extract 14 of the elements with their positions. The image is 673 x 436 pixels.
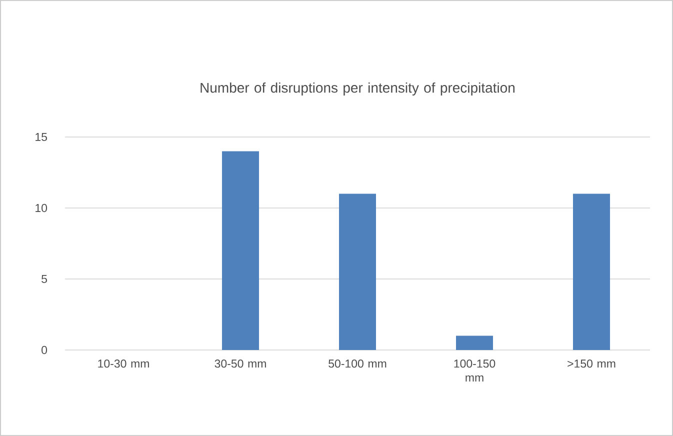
x-tick-label: 100-150 mm xyxy=(454,360,496,382)
chart-title: Number of disruptions per intensity of precipitation xyxy=(200,82,514,96)
bar xyxy=(222,151,260,350)
x-tick-label: 30-50 mm xyxy=(214,360,266,368)
bar xyxy=(573,194,610,350)
bar xyxy=(456,336,494,350)
bar xyxy=(339,194,376,350)
y-tick-label: 5 xyxy=(42,274,47,284)
x-tick-label: 10-30 mm xyxy=(98,360,149,368)
x-tick-label: 50-100 mm xyxy=(328,360,386,368)
y-tick-label: 10 xyxy=(36,204,48,212)
y-tick-label: 15 xyxy=(36,132,47,142)
y-tick-label: 0 xyxy=(42,346,48,354)
x-tick-label: >150 mm xyxy=(568,360,616,368)
